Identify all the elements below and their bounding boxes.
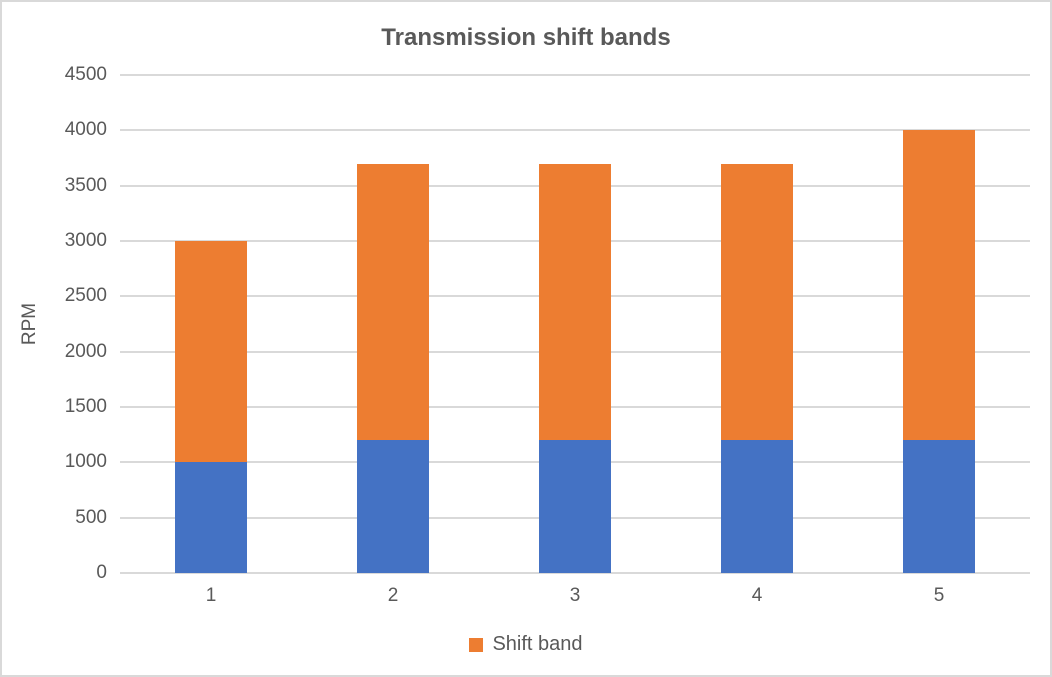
- bar-segment-series-1: [721, 440, 793, 573]
- bar-segment-shift-band: [539, 163, 611, 441]
- y-tick-label: 3000: [64, 230, 107, 252]
- bar-segment-shift-band: [357, 163, 429, 441]
- bar-segment-series-1: [539, 440, 611, 573]
- y-tick-label: 0: [96, 562, 107, 583]
- chart-title: Transmission shift bands: [381, 24, 671, 51]
- bar-stack: [357, 75, 429, 573]
- x-tick-label: 2: [387, 585, 399, 606]
- legend-label: Shift band: [492, 633, 583, 655]
- bar-stack: [175, 75, 247, 573]
- x-tick-label: 3: [569, 585, 581, 606]
- y-tick-label: 4000: [64, 119, 107, 141]
- bar-segment-shift-band: [175, 241, 247, 463]
- y-tick-label: 2500: [64, 285, 107, 307]
- y-axis: 0 500 1000 1500 2000 2500 3000 3500 4000 4500: [2, 64, 107, 583]
- y-tick-label: 4500: [64, 64, 107, 85]
- x-tick-label: 4: [751, 585, 763, 606]
- legend-swatch: [469, 637, 484, 652]
- y-tick-label: 1500: [64, 396, 107, 418]
- bar-segment-shift-band: [721, 163, 793, 441]
- y-tick-label: 1000: [64, 451, 107, 473]
- gridline: [120, 74, 1030, 76]
- y-tick-label: 500: [75, 506, 107, 528]
- plot-area: [120, 74, 1030, 574]
- bar-segment-series-1: [175, 462, 247, 573]
- bar-stack: [539, 75, 611, 573]
- y-tick-label: 2000: [64, 340, 107, 362]
- x-tick-label: 5: [933, 585, 945, 606]
- y-tick-label: 3500: [64, 174, 107, 196]
- legend: Shift band: [2, 633, 1050, 656]
- x-tick-label: 1: [205, 585, 217, 606]
- x-axis-line: [120, 572, 1030, 574]
- gridline: [120, 129, 1030, 132]
- bar-segment-shift-band: [903, 130, 975, 441]
- bar-stack: [903, 75, 975, 573]
- bar-stack: [721, 75, 793, 573]
- bar-segment-series-1: [357, 440, 429, 573]
- bar-segment-series-1: [903, 440, 975, 573]
- x-axis: 1 2 3 4 5: [120, 585, 1030, 609]
